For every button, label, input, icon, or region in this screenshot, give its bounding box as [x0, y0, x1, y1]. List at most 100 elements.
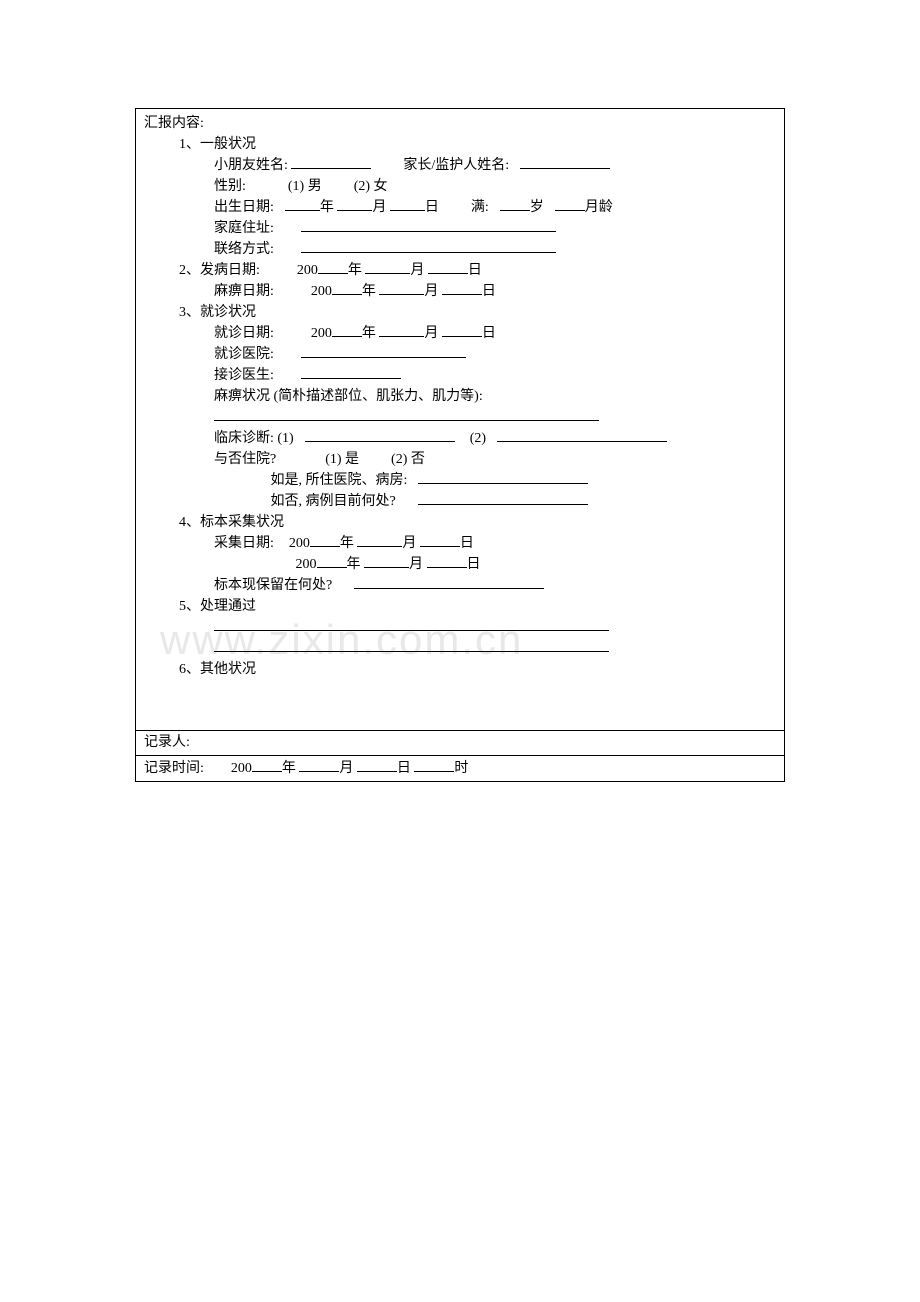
- paralysis-month-blank[interactable]: [379, 281, 424, 295]
- record-time-row: 记录时间: 200年 月 日 时: [136, 756, 784, 781]
- onset-prefix: 200: [297, 263, 318, 278]
- diagnosis-label: 临床诊断: (1): [214, 431, 294, 446]
- process-blank-1[interactable]: [214, 617, 609, 631]
- guardian-name-blank[interactable]: [520, 155, 610, 169]
- address-label: 家庭住址:: [214, 221, 274, 236]
- visit-year: 年: [362, 326, 376, 341]
- diagnosis-2-label: (2): [470, 431, 486, 446]
- gender-label: 性别:: [214, 179, 246, 194]
- process-blank-2[interactable]: [214, 638, 609, 652]
- collect-year-2-blank[interactable]: [317, 554, 347, 568]
- contact-line: 联络方式:: [144, 239, 776, 260]
- paralysis-desc-blank-line: [144, 407, 776, 428]
- if-yes-label: 如是, 所住医院、病房:: [271, 473, 408, 488]
- collect-prefix-1: 200: [289, 536, 310, 551]
- record-month-blank[interactable]: [299, 758, 339, 772]
- record-hour-blank[interactable]: [414, 758, 454, 772]
- address-line: 家庭住址:: [144, 218, 776, 239]
- month-label: 月: [372, 200, 386, 215]
- diagnosis-1-blank[interactable]: [305, 428, 455, 442]
- collect-month-2-blank[interactable]: [364, 554, 409, 568]
- month-age-blank[interactable]: [555, 197, 585, 211]
- collect-month-2: 月: [409, 557, 423, 572]
- if-yes-blank[interactable]: [418, 470, 588, 484]
- hospitalized-yes[interactable]: (1) 是: [325, 452, 359, 467]
- header: 汇报内容:: [144, 113, 776, 134]
- age-label: 岁: [530, 200, 544, 215]
- visit-month-blank[interactable]: [379, 323, 424, 337]
- hospital-line: 就诊医院:: [144, 344, 776, 365]
- record-day: 日: [397, 761, 411, 776]
- month-age-label: 月龄: [585, 200, 613, 215]
- paralysis-date-line: 麻痹日期: 200年 月 日: [144, 281, 776, 302]
- birth-year-blank[interactable]: [285, 197, 320, 211]
- child-name-blank[interactable]: [291, 155, 371, 169]
- process-blank-1-line: [144, 617, 776, 638]
- guardian-name-label: 家长/监护人姓名:: [403, 158, 509, 173]
- onset-month-blank[interactable]: [365, 260, 410, 274]
- storage-blank[interactable]: [354, 575, 544, 589]
- birth-date-label: 出生日期:: [214, 200, 274, 215]
- onset-year-blank[interactable]: [318, 260, 348, 274]
- onset-day: 日: [468, 263, 482, 278]
- form-container: 汇报内容: 1、一般状况 小朋友姓名: 家长/监护人姓名: 性别: (1) 男 …: [135, 108, 785, 782]
- visit-month: 月: [424, 326, 438, 341]
- record-month: 月: [339, 761, 353, 776]
- paralysis-year-blank[interactable]: [332, 281, 362, 295]
- birth-day-blank[interactable]: [390, 197, 425, 211]
- hospital-label: 就诊医院:: [214, 347, 274, 362]
- collect-month-1-blank[interactable]: [357, 533, 402, 547]
- collect-year-1-blank[interactable]: [310, 533, 340, 547]
- visit-date-label: 就诊日期:: [214, 326, 274, 341]
- age-blank[interactable]: [500, 197, 530, 211]
- section-5-title: 5、处理通过: [144, 596, 776, 617]
- collect-day-2-blank[interactable]: [427, 554, 467, 568]
- paralysis-desc-blank[interactable]: [214, 407, 599, 421]
- hospitalized-no[interactable]: (2) 否: [391, 452, 425, 467]
- collect-day-1-blank[interactable]: [420, 533, 460, 547]
- form-main: 汇报内容: 1、一般状况 小朋友姓名: 家长/监护人姓名: 性别: (1) 男 …: [136, 109, 784, 731]
- birth-month-blank[interactable]: [337, 197, 372, 211]
- hospitalized-line: 与否住院? (1) 是 (2) 否: [144, 449, 776, 470]
- collect-year-2: 年: [347, 557, 361, 572]
- recorder-row: 记录人:: [136, 731, 784, 756]
- doctor-line: 接诊医生:: [144, 365, 776, 386]
- year-label: 年: [320, 200, 334, 215]
- paralysis-year: 年: [362, 284, 376, 299]
- if-yes-line: 如是, 所住医院、病房:: [144, 470, 776, 491]
- collect-day-2: 日: [467, 557, 481, 572]
- collect-month-1: 月: [402, 536, 416, 551]
- address-blank[interactable]: [301, 218, 556, 232]
- storage-line: 标本现保留在何处?: [144, 575, 776, 596]
- visit-prefix: 200: [311, 326, 332, 341]
- full-label: 满:: [471, 200, 489, 215]
- paralysis-day-blank[interactable]: [442, 281, 482, 295]
- collect-prefix-2: 200: [296, 557, 317, 572]
- contact-blank[interactable]: [301, 239, 556, 253]
- collect-day-1: 日: [460, 536, 474, 551]
- gender-female[interactable]: (2) 女: [354, 179, 388, 194]
- child-guardian-line: 小朋友姓名: 家长/监护人姓名:: [144, 155, 776, 176]
- gender-male[interactable]: (1) 男: [288, 179, 322, 194]
- doctor-blank[interactable]: [301, 365, 401, 379]
- diagnosis-2-blank[interactable]: [497, 428, 667, 442]
- gender-line: 性别: (1) 男 (2) 女: [144, 176, 776, 197]
- paralysis-day: 日: [482, 284, 496, 299]
- onset-date-line: 2、发病日期: 200年 月 日: [144, 260, 776, 281]
- paralysis-desc-label: 麻痹状况 (简朴描述部位、肌张力、肌力等):: [144, 386, 776, 407]
- onset-day-blank[interactable]: [428, 260, 468, 274]
- onset-month: 月: [410, 263, 424, 278]
- onset-year: 年: [348, 263, 362, 278]
- doctor-label: 接诊医生:: [214, 368, 274, 383]
- visit-day-blank[interactable]: [442, 323, 482, 337]
- record-year-blank[interactable]: [252, 758, 282, 772]
- birth-date-line: 出生日期: 年 月 日 满: 岁 月龄: [144, 197, 776, 218]
- record-day-blank[interactable]: [357, 758, 397, 772]
- section-6-title: 6、其他状况: [144, 659, 776, 680]
- day-label: 日: [425, 200, 439, 215]
- record-year: 年: [282, 761, 296, 776]
- visit-year-blank[interactable]: [332, 323, 362, 337]
- hospital-blank[interactable]: [301, 344, 466, 358]
- collect-date-label: 采集日期:: [214, 536, 274, 551]
- if-no-blank[interactable]: [418, 491, 588, 505]
